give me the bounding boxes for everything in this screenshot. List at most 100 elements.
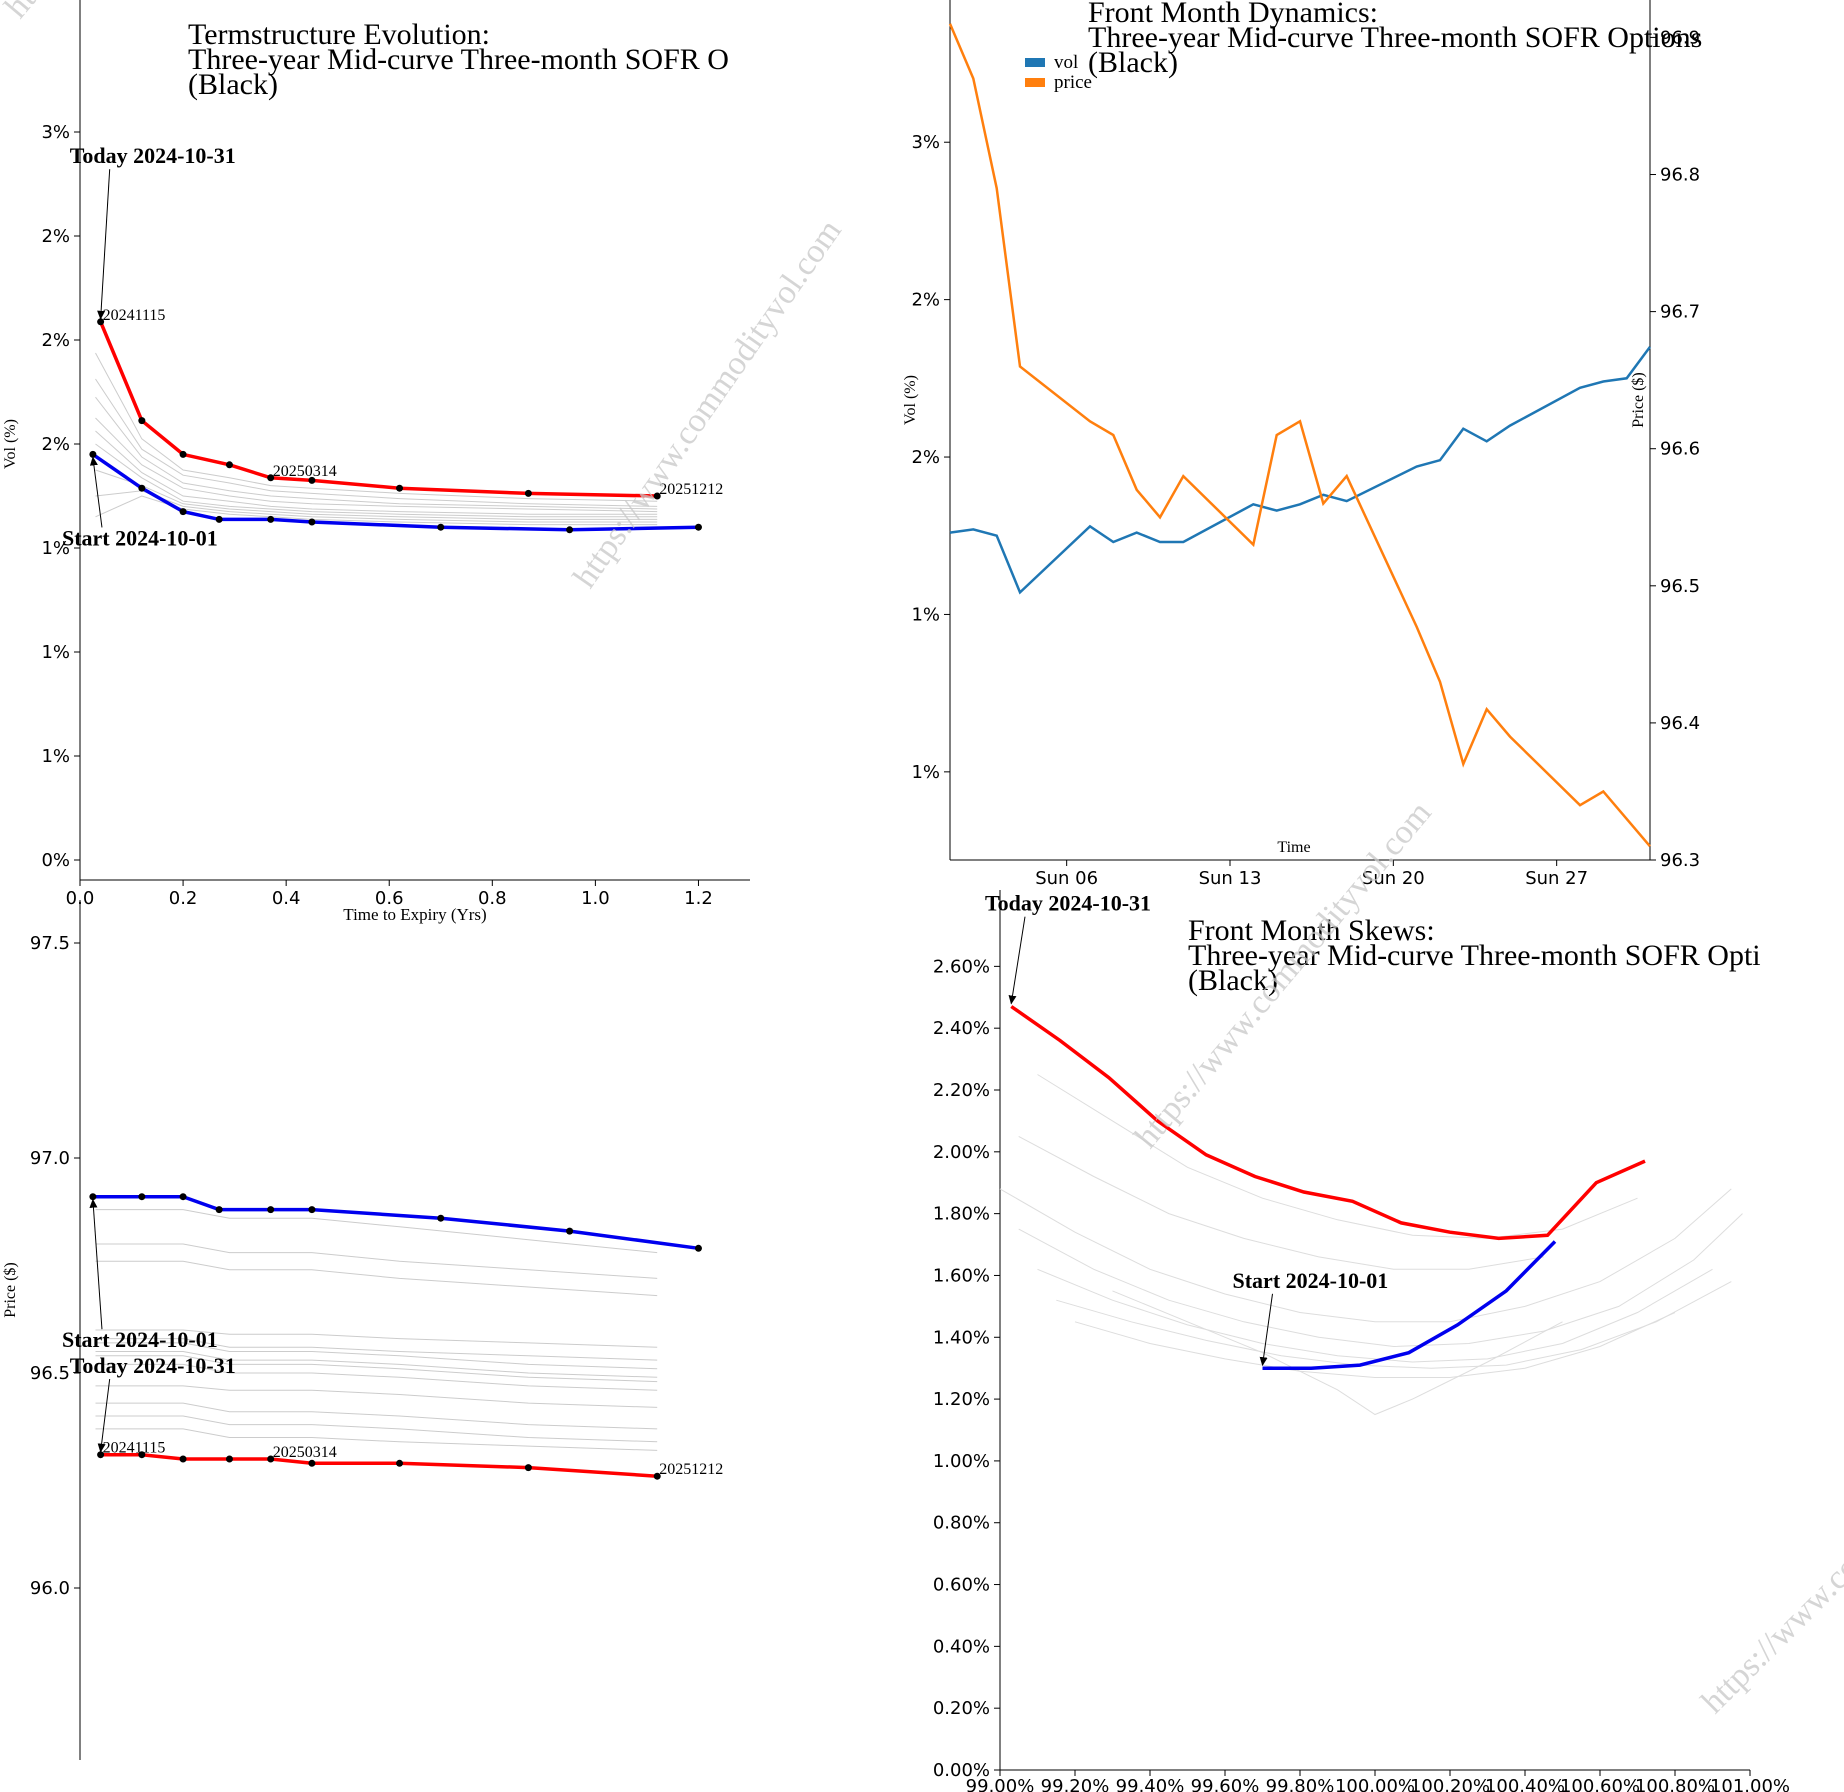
- annotation-arrow: [97, 1378, 111, 1453]
- x-tick-label: 0.6: [375, 888, 404, 909]
- blue-series-point: [437, 1214, 445, 1222]
- red-series-point: [138, 1451, 146, 1459]
- y-right-tick-label: 96.7: [1660, 302, 1700, 323]
- x-tick-label: Sun 20: [1362, 868, 1425, 889]
- y-tick-label: 2%: [41, 226, 70, 247]
- y-right-tick-label: 96.8: [1660, 165, 1700, 186]
- x-tick-label: 99.80%: [1266, 1776, 1335, 1792]
- history-line: [1018, 1213, 1743, 1348]
- y-tick-label: 0.80%: [933, 1513, 990, 1534]
- blue-series-line: [1262, 1240, 1557, 1370]
- red-series-point: [267, 1455, 275, 1463]
- legend-swatch: [1025, 78, 1045, 87]
- blue-series-point: [215, 515, 223, 523]
- x-tick-label: 0.4: [272, 888, 301, 909]
- history-line: [95, 417, 658, 513]
- y-tick-label: 0.00%: [933, 1760, 990, 1781]
- history-line: [1074, 1312, 1676, 1378]
- x-tick-label: 100.60%: [1560, 1776, 1640, 1792]
- point-label: 20251212: [659, 481, 723, 498]
- x-tick-label: Sun 06: [1035, 868, 1098, 889]
- red-series-point: [396, 484, 404, 492]
- annotation-label: Today 2024-10-31: [985, 891, 1151, 916]
- legend-label: vol: [1054, 52, 1078, 73]
- history-line: [95, 1243, 658, 1279]
- title-line: (Black): [1088, 46, 1178, 79]
- blue-series-point: [566, 526, 574, 534]
- y-tick-label: 2%: [41, 434, 70, 455]
- annotation-arrow: [97, 169, 111, 320]
- x-tick-label: 100.40%: [1485, 1776, 1565, 1792]
- x-tick-label: Sun 27: [1525, 868, 1588, 889]
- annotation-label: Today 2024-10-31: [70, 143, 236, 168]
- vol-series-line: [949, 346, 1652, 595]
- red-series-point: [97, 1451, 105, 1459]
- point-label: 20251212: [659, 1461, 723, 1478]
- y-right-tick-label: 96.3: [1660, 850, 1700, 871]
- y-tick-label: 2.00%: [933, 1142, 990, 1163]
- blue-series-point: [566, 1227, 574, 1235]
- red-series-point: [97, 318, 105, 326]
- title-line: (Black): [1188, 964, 1278, 997]
- history-line: [95, 1342, 658, 1370]
- x-tick-label: 99.00%: [966, 1776, 1035, 1792]
- blue-series-point: [179, 1193, 187, 1201]
- red-series-point: [179, 1455, 187, 1463]
- termstructure-price-panel: 96.0 96.5 97.0 97.5 Price ($) 20241115 2025031…: [2, 900, 723, 1760]
- y-axis-label: Vol (%): [902, 375, 919, 425]
- history-line: [95, 1351, 658, 1378]
- x-tick-label: 0.0: [66, 888, 95, 909]
- history-line: [95, 1402, 658, 1430]
- red-series-point: [225, 1455, 233, 1463]
- annotation-label: Start 2024-10-01: [1233, 1268, 1389, 1293]
- blue-series-line: [92, 1194, 699, 1251]
- red-series-point: [308, 1459, 316, 1467]
- y-tick-label: 96.0: [30, 1578, 70, 1599]
- red-series-point: [653, 1472, 661, 1480]
- watermark-text: https://www.commodityvol.com: [1694, 1384, 1844, 1721]
- history-line: [95, 469, 658, 520]
- history-line: [95, 352, 658, 502]
- red-series-point: [225, 461, 233, 469]
- y-tick-label: 2%: [911, 447, 940, 468]
- history-line: [1037, 1074, 1638, 1239]
- red-series-point: [524, 1464, 532, 1472]
- red-series-point: [308, 476, 316, 484]
- y-tick-label: 0.60%: [933, 1575, 990, 1596]
- blue-series-point: [308, 518, 316, 526]
- blue-series-point: [89, 450, 97, 458]
- y-tick-label: 0%: [41, 850, 70, 871]
- annotation-label: Start 2024-10-01: [62, 525, 218, 550]
- blue-series-point: [89, 1193, 97, 1201]
- x-axis-label: Time to Expiry (Yrs): [343, 905, 486, 924]
- y-tick-label: 2%: [911, 290, 940, 311]
- history-line: [95, 1363, 658, 1391]
- legend-swatch: [1025, 58, 1045, 67]
- history-line: [95, 1338, 658, 1361]
- blue-series-point: [138, 1193, 146, 1201]
- y-tick-label: 1%: [41, 642, 70, 663]
- red-series-line: [1010, 1005, 1646, 1241]
- x-tick-label: 99.20%: [1041, 1776, 1110, 1792]
- history-line: [95, 430, 658, 515]
- y-tick-label: 2.40%: [933, 1018, 990, 1039]
- title-line: Front Month Skews:: [1188, 914, 1435, 947]
- y-tick-label: 97.5: [30, 933, 70, 954]
- y-right-tick-label: 96.6: [1660, 439, 1700, 460]
- y-tick-label: 1.00%: [933, 1451, 990, 1472]
- x-tick-label: 0.8: [478, 888, 507, 909]
- history-line: [95, 1355, 658, 1383]
- history-line: [1056, 1281, 1732, 1369]
- y-tick-label: 96.5: [30, 1363, 70, 1384]
- title-line: Termstructure Evolution:: [188, 18, 490, 51]
- x-tick-label: 100.00%: [1335, 1776, 1415, 1792]
- blue-series-point: [179, 508, 187, 516]
- history-line: [1037, 1268, 1713, 1363]
- red-series-point: [524, 489, 532, 497]
- history-line: [95, 1329, 658, 1348]
- x-tick-label: 100.20%: [1410, 1776, 1490, 1792]
- chart-title: Termstructure Evolution:Three-year Mid-c…: [188, 18, 729, 101]
- x-tick-label: 1.0: [581, 888, 610, 909]
- y-axis-label: Price ($): [2, 1262, 19, 1318]
- y-tick-label: 97.0: [30, 1148, 70, 1169]
